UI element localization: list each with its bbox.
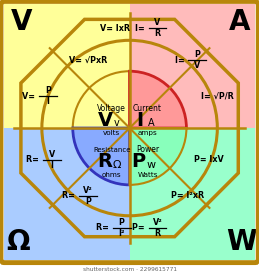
Text: V= √PxR: V= √PxR: [69, 56, 107, 65]
Text: V: V: [98, 111, 113, 130]
Text: I=: I=: [175, 56, 187, 65]
Text: P: P: [132, 152, 146, 171]
Text: Ω: Ω: [112, 160, 121, 170]
Text: A: A: [148, 118, 155, 128]
Text: Power: Power: [136, 146, 159, 155]
Text: W: W: [226, 228, 257, 256]
Text: R=: R=: [26, 155, 42, 164]
Text: P=: P=: [132, 223, 147, 232]
Text: ohms: ohms: [102, 172, 121, 178]
Text: I=: I=: [135, 24, 147, 33]
Text: I: I: [136, 111, 143, 130]
Text: R=: R=: [62, 191, 78, 200]
Text: volts: volts: [103, 130, 120, 136]
Wedge shape: [129, 71, 186, 128]
Text: V: V: [194, 61, 200, 70]
Text: I= √P/R: I= √P/R: [201, 92, 234, 101]
Wedge shape: [73, 71, 129, 128]
Text: V= IxR: V= IxR: [100, 24, 130, 33]
Text: V: V: [49, 150, 55, 159]
Text: shutterstock.com · 2299615771: shutterstock.com · 2299615771: [83, 267, 177, 272]
Wedge shape: [73, 128, 129, 185]
Text: I: I: [50, 161, 53, 170]
Text: V: V: [154, 18, 161, 27]
Text: P: P: [194, 50, 200, 59]
Bar: [4, 4, 129, 128]
Text: P= I²xR: P= I²xR: [171, 191, 204, 200]
Text: I: I: [46, 97, 49, 106]
Text: P: P: [45, 86, 51, 95]
Bar: [4, 128, 129, 260]
Text: V²: V²: [83, 186, 93, 195]
Bar: [129, 128, 255, 260]
Text: Resistance: Resistance: [93, 147, 131, 153]
Wedge shape: [129, 128, 186, 185]
Text: P= IxV: P= IxV: [194, 155, 224, 164]
Text: V: V: [11, 8, 33, 36]
Text: R: R: [97, 152, 112, 171]
Text: R=: R=: [96, 223, 112, 232]
Text: A: A: [229, 8, 250, 36]
Text: V²: V²: [153, 218, 162, 227]
Text: R: R: [154, 29, 161, 38]
Text: Voltage: Voltage: [97, 104, 126, 113]
Text: R: R: [154, 229, 161, 238]
Text: v: v: [114, 118, 120, 128]
Text: amps: amps: [138, 130, 157, 136]
Text: I²: I²: [118, 229, 125, 238]
Text: Current: Current: [133, 104, 162, 113]
Bar: [129, 4, 255, 128]
Text: Ω: Ω: [6, 228, 30, 256]
Text: V=: V=: [22, 92, 38, 101]
Text: P: P: [85, 197, 91, 206]
Text: Watts: Watts: [137, 172, 158, 178]
Text: P: P: [119, 218, 125, 227]
Text: w: w: [147, 160, 156, 170]
